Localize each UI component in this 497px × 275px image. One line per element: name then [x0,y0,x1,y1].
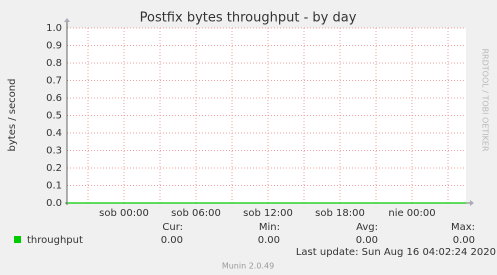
y-axis-arrow [64,18,70,22]
x-tick-label: sob 18:00 [315,208,365,219]
y-tick-label: 0.7 [46,76,62,87]
legend-swatch [14,236,21,243]
chart-title: Postfix bytes throughput - by day [140,11,357,26]
legend-value: 0.00 [258,235,280,246]
x-tick-label: sob 00:00 [99,208,149,219]
y-tick-label: 0.3 [46,146,62,157]
legend-header: Max: [451,222,475,233]
y-tick-label: 1.0 [46,23,62,34]
y-tick-label: 0.0 [46,198,62,209]
watermark: RRDTOOL / TOBI OETIKER [481,48,490,151]
legend-value: 0.00 [161,235,183,246]
last-update: Last update: Sun Aug 16 04:02:24 2020 [296,247,496,258]
x-tick-label: sob 12:00 [243,208,293,219]
x-axis-arrow [470,200,474,206]
legend-value: 0.00 [453,235,475,246]
x-tick-label: nie 00:00 [388,208,435,219]
y-axis-label: bytes / second [7,79,18,152]
y-tick-label: 0.6 [46,93,62,104]
legend-header: Min: [259,222,280,233]
y-tick-label: 0.5 [46,111,62,122]
y-tick-label: 0.4 [46,128,62,139]
legend-label: throughput [27,235,83,246]
y-tick-label: 0.1 [46,181,62,192]
y-tick-label: 0.2 [46,163,62,174]
y-tick-label: 0.9 [46,41,62,52]
legend-value: 0.00 [356,235,378,246]
x-tick-label: sob 06:00 [171,208,221,219]
legend-header: Cur: [162,222,183,233]
footer: Munin 2.0.49 [222,262,274,271]
y-tick-label: 0.8 [46,58,62,69]
legend-header: Avg: [356,222,378,233]
